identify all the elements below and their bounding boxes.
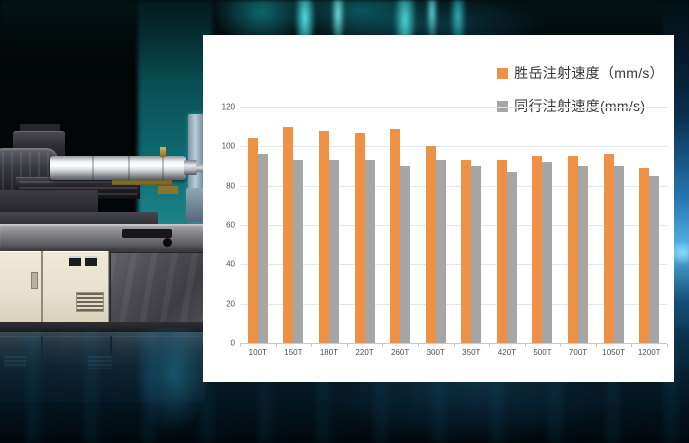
x-axis-tick <box>275 344 277 347</box>
chart-legend: 胜岳注射速度（mm/s） 同行注射速度(mm/s) <box>497 63 664 116</box>
x-tick-label: 220T <box>355 348 374 357</box>
gridline-120 <box>240 107 667 108</box>
x-axis-tick <box>417 344 419 347</box>
x-axis-tick <box>453 344 455 347</box>
bar-同行注射速度(mm/s)-500T <box>542 162 553 343</box>
bar-胜岳注射速度（mm/s）-500T <box>532 156 543 343</box>
x-tick-label: 350T <box>462 348 481 357</box>
bar-胜岳注射速度（mm/s）-700T <box>568 156 579 343</box>
bar-同行注射速度(mm/s)-700T <box>578 166 589 343</box>
x-tick-label: 700T <box>568 348 588 357</box>
x-axis-tick <box>595 344 597 347</box>
bar-胜岳注射速度（mm/s）-300T <box>425 146 436 343</box>
chart-panel: 胜岳注射速度（mm/s） 同行注射速度(mm/s) 0 20 40 60 80 100 12… <box>203 35 674 382</box>
bar-胜岳注射速度（mm/s）-100T <box>247 138 258 343</box>
bar-同行注射速度(mm/s)-350T <box>471 166 482 343</box>
y-tick-label: 120 <box>221 102 235 112</box>
legend-swatch-gray-icon <box>497 100 509 112</box>
gridline-20 <box>240 303 667 305</box>
bar-同行注射速度(mm/s)-100T <box>257 154 268 343</box>
x-tick-label: 150T <box>284 348 303 357</box>
bar-胜岳注射速度（mm/s）-1200T <box>639 167 650 343</box>
machine-brass-rod <box>112 180 172 185</box>
machine-vent-grille <box>76 292 104 312</box>
x-axis-tick <box>311 344 313 347</box>
machine-door-seam <box>41 251 43 322</box>
x-axis-tick <box>631 344 633 347</box>
machine-brass-pin <box>160 147 166 157</box>
x-axis-tick <box>382 344 384 347</box>
y-tick-label: 80 <box>226 181 235 191</box>
machine-indicator-left <box>69 256 81 266</box>
bar-胜岳注射速度（mm/s）-350T <box>461 160 472 343</box>
legend-swatch-orange-icon <box>497 67 509 79</box>
x-tick-label: 500T <box>533 348 552 357</box>
machine-nozzle <box>184 160 197 175</box>
bar-同行注射速度(mm/s)-150T <box>293 160 304 343</box>
y-tick-label: 20 <box>226 299 235 309</box>
machine-clamp-block <box>186 188 206 222</box>
y-tick-label: 60 <box>226 220 235 230</box>
machine-side-cover <box>110 252 206 324</box>
x-axis-tick <box>240 344 241 347</box>
x-tick-label: 260T <box>391 348 410 357</box>
bar-胜岳注射速度（mm/s）-260T <box>390 128 401 343</box>
machine-cabinet <box>0 250 206 324</box>
y-tick-label: 40 <box>226 259 235 269</box>
bar-同行注射速度(mm/s)-420T <box>506 171 517 343</box>
x-axis-tick <box>489 344 491 347</box>
x-axis-tick <box>667 344 668 347</box>
machine-indicator-right <box>85 256 97 266</box>
x-axis-line <box>240 343 667 344</box>
bar-同行注射速度(mm/s)-1200T <box>649 175 660 343</box>
bar-胜岳注射速度（mm/s）-150T <box>283 126 294 343</box>
machine-bottom-edge <box>0 322 206 333</box>
gridline-80 <box>240 185 667 187</box>
bar-同行注射速度(mm/s)-180T <box>328 160 339 343</box>
x-axis-tick <box>346 344 348 347</box>
bar-胜岳注射速度（mm/s）-420T <box>496 160 507 343</box>
bar-同行注射速度(mm/s)-220T <box>364 160 375 343</box>
bar-胜岳注射速度（mm/s）-180T <box>318 130 329 343</box>
x-tick-label: 180T <box>319 348 339 357</box>
legend-label-peers: 同行注射速度(mm/s) <box>514 98 646 114</box>
machine-nozzle-tip <box>196 164 204 172</box>
legend-label-shengyue: 胜岳注射速度（mm/s） <box>514 65 664 81</box>
machine-deck-slot <box>122 229 172 238</box>
x-axis-tick <box>560 344 562 347</box>
bar-胜岳注射速度（mm/s）-220T <box>354 132 365 343</box>
gridline-60 <box>240 225 667 226</box>
x-tick-label: 300T <box>426 348 445 357</box>
x-tick-label: 100T <box>248 348 267 357</box>
machine-injection-barrel <box>50 156 186 180</box>
bar-胜岳注射速度（mm/s）-1050T <box>603 154 614 343</box>
machine-brass-bracket <box>158 186 178 194</box>
y-tick-label: 0 <box>230 338 235 348</box>
bar-同行注射速度(mm/s)-1050T <box>613 166 624 343</box>
x-axis-tick <box>524 344 526 347</box>
bar-同行注射速度(mm/s)-300T <box>435 160 446 343</box>
x-tick-label: 1200T <box>637 348 661 357</box>
machine-deck <box>0 224 206 250</box>
x-tick-label: 1050T <box>602 348 625 357</box>
injection-molding-machine-photo <box>0 114 212 333</box>
legend-row-shengyue: 胜岳注射速度（mm/s） <box>497 63 664 83</box>
machine-top-fitting <box>20 124 60 134</box>
machine-deck-hole <box>163 238 172 247</box>
machine-door-handle <box>31 272 38 289</box>
legend-row-peers: 同行注射速度(mm/s) <box>497 96 664 116</box>
gridline-40 <box>240 264 667 266</box>
x-tick-label: 420T <box>497 348 516 357</box>
bar-同行注射速度(mm/s)-260T <box>400 166 411 343</box>
y-tick-label: 100 <box>221 141 235 151</box>
gridline-100 <box>240 146 667 148</box>
plot-area: 0 20 40 60 80 100 120 100T 150T 180T 220T 260T 300T 3… <box>222 103 668 357</box>
